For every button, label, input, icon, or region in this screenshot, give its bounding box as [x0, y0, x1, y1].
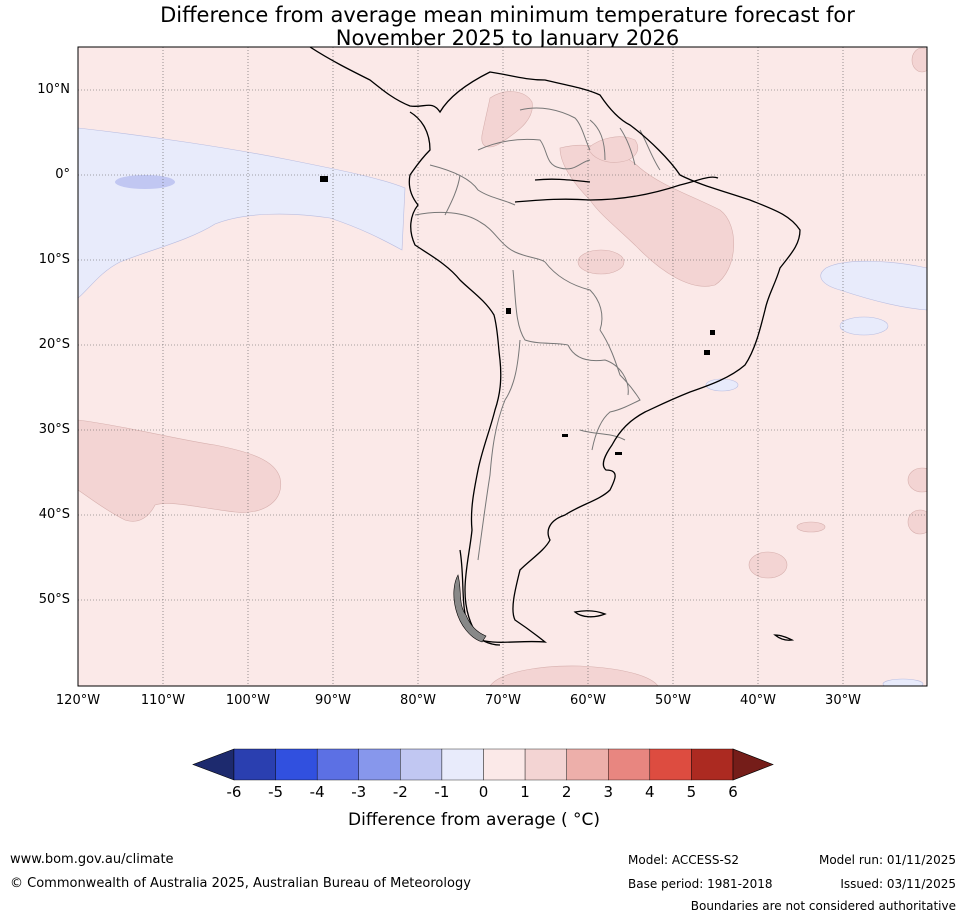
map-area	[78, 47, 927, 686]
colorbar-bin	[608, 748, 651, 781]
colorbar-tick-label: -2	[392, 783, 408, 801]
colorbar-tick-label: 3	[603, 783, 614, 801]
map-frame	[77, 46, 928, 687]
colorbar-title: Difference from average ( °C)	[348, 810, 601, 830]
ocean-background	[78, 47, 927, 686]
model-run-date: Model run: 01/11/2025	[818, 853, 956, 867]
lon-label: 80°W	[400, 693, 436, 708]
colorbar-bin	[316, 748, 359, 781]
boundary-disclaimer: Boundaries are not considered authoritat…	[690, 899, 956, 913]
lon-label: 40°W	[740, 693, 776, 708]
colorbar-bin	[358, 748, 401, 781]
colorbar-extend-high	[732, 748, 774, 781]
colorbar-tick-label: -1	[434, 783, 450, 801]
title-line-1: Difference from average mean minimum tem…	[160, 3, 855, 27]
colorbar-bin	[483, 748, 526, 781]
lat-label: 30°S	[38, 422, 70, 437]
colorbar-extend-low	[192, 748, 235, 781]
colorbar-tick-label: 5	[686, 783, 697, 801]
lat-label: 0°	[55, 167, 70, 182]
lon-label: 110°W	[140, 693, 186, 708]
cool-anomaly-south	[882, 678, 924, 686]
colorbar-bin	[566, 748, 609, 781]
lon-label: 30°W	[825, 693, 861, 708]
colorbar-bin	[524, 748, 567, 781]
colorbar-tick-label: 1	[520, 783, 530, 801]
lat-label: 50°S	[38, 592, 70, 607]
colorbar-bin	[275, 748, 318, 781]
cool-anomaly-atlantic-2	[839, 316, 889, 336]
colorbar-bin	[233, 748, 276, 781]
lon-label: 60°W	[570, 693, 606, 708]
lon-label: 50°W	[655, 693, 691, 708]
colorbar-bin	[441, 748, 484, 781]
colorbar-tick-label: 2	[561, 783, 572, 801]
lat-label: 10°S	[38, 252, 70, 267]
lat-label: 40°S	[38, 507, 70, 522]
lon-label: 90°W	[315, 693, 351, 708]
warm-anomaly-southeast-pacific	[78, 419, 282, 522]
warm-anomaly-venezuela	[481, 91, 533, 148]
chart-title: Difference from average mean minimum tem…	[0, 4, 965, 50]
colorbar-tick-label: -4	[309, 783, 325, 801]
colorbar-tick-label: -3	[351, 783, 367, 801]
cool-anomaly-pacific	[78, 127, 406, 299]
lat-label: 10°N	[37, 82, 70, 97]
model-name: Model: ACCESS-S2	[628, 853, 740, 867]
cold-anomaly-pacific	[115, 175, 175, 189]
base-period: Base period: 1981-2018	[628, 877, 773, 891]
colorbar-bin	[400, 748, 443, 781]
cool-anomaly-atlantic	[820, 260, 927, 311]
colorbar-bin	[691, 748, 734, 781]
chilean-fjords	[453, 574, 487, 643]
lon-label: 120°W	[55, 693, 101, 708]
colorbar-bin	[649, 748, 692, 781]
warm-anomaly-guiana	[587, 136, 639, 163]
lon-label: 100°W	[225, 693, 271, 708]
warm-anomaly-east-edge	[907, 467, 927, 493]
warm-anomaly-south-atlantic-2	[796, 521, 826, 533]
inland-lakes	[320, 176, 715, 455]
colorbar-tick-label: -6	[226, 783, 242, 801]
title-line-2: November 2025 to January 2026	[335, 26, 680, 50]
lon-label: 70°W	[485, 693, 521, 708]
colorbar-tick-label: 6	[728, 783, 738, 801]
colorbar-tick-label: 0	[478, 783, 489, 801]
warm-anomaly-east-edge-2	[907, 509, 927, 535]
colorbar-tick-label: 4	[645, 783, 655, 801]
warm-anomaly-east-edge-3	[911, 47, 927, 73]
warm-anomaly-amazon	[559, 144, 734, 287]
copyright-text: © Commonwealth of Australia 2025, Austra…	[10, 876, 471, 891]
graticule	[78, 47, 927, 686]
colorbar	[192, 748, 774, 781]
lat-label: 20°S	[38, 337, 70, 352]
warm-anomaly-south-atlantic	[748, 551, 788, 579]
warm-anomaly-bolivia-brazil	[577, 249, 625, 275]
colorbar-tick-label: -5	[268, 783, 284, 801]
warm-anomaly-southern-ocean	[489, 665, 659, 686]
website-link[interactable]: www.bom.gov.au/climate	[10, 852, 174, 867]
issued-date: Issued: 03/11/2025	[840, 877, 956, 891]
